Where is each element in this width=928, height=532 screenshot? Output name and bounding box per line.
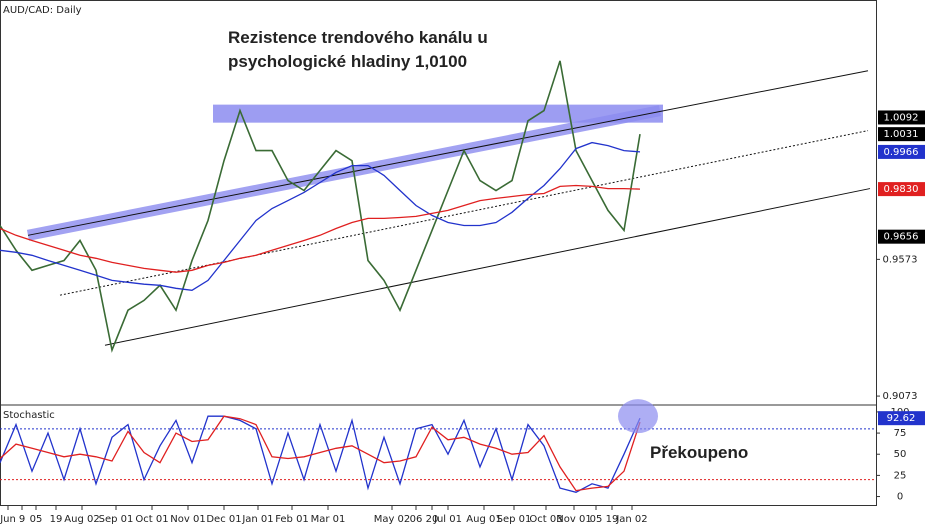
price-tag [878, 182, 925, 197]
annotation: psychologické hladiny 1,0100 [228, 52, 467, 71]
trend-line [104, 188, 871, 346]
price-tag-label: 1.0031 [884, 129, 919, 140]
x-tick-label: Oct 03 [529, 514, 562, 525]
price-tag [878, 127, 925, 142]
price-tag [878, 144, 925, 159]
price-tag-label: 1.0092 [884, 112, 919, 123]
series-line [0, 415, 641, 492]
trend-line [27, 70, 869, 236]
x-tick-label: Nov 01 [556, 514, 591, 525]
y-tick-label: 0 [897, 492, 903, 503]
price-tag-label: 0.9656 [884, 232, 919, 243]
annotation: Rezistence trendového kanálu u [228, 28, 488, 47]
highlight [618, 399, 658, 434]
x-tick-label: 9 [19, 514, 25, 525]
series-line [0, 60, 641, 353]
x-tick-label: May 02 [374, 514, 411, 525]
resistance-band [213, 104, 663, 123]
x-tick-label: 05 [30, 514, 43, 525]
x-tick-label: Jun [0, 514, 16, 525]
x-tick-label: Jan 02 [615, 514, 647, 525]
x-tick-label: Nov 01 [170, 514, 205, 525]
y-tick-label: 0.9573 [883, 254, 918, 265]
pane-title: AUD/CAD: Daily [3, 5, 82, 16]
price-tag-label: 0.9966 [884, 147, 919, 158]
x-tick-label: 19 [606, 514, 619, 525]
x-tick-label: Oct 01 [135, 514, 168, 525]
annotation: Překoupeno [650, 443, 748, 462]
x-tick-label: Sep 01 [497, 514, 532, 525]
x-tick-label: Aug 02 [64, 514, 99, 525]
y-tick-label: 25 [894, 470, 907, 481]
x-tick-label: 20 [426, 514, 439, 525]
y-tick-label: 0.9073 [883, 391, 918, 402]
x-tick-label: Sep 01 [99, 514, 134, 525]
x-tick-label: Dec 01 [206, 514, 241, 525]
price-tag-label: 0.9830 [884, 184, 919, 195]
frame [0, 0, 877, 506]
x-tick-label: Aug 01 [466, 514, 501, 525]
price-tag [878, 229, 925, 244]
x-tick-label: Feb 01 [275, 514, 309, 525]
y-tick-label: 75 [894, 428, 907, 439]
price-tag-label: 92.62 [887, 413, 916, 424]
y-tick-label: 50 [894, 449, 907, 460]
trend-line [59, 130, 869, 296]
series-line [0, 184, 641, 273]
x-tick-label: 06 [410, 514, 423, 525]
x-tick-label: Jan 01 [241, 514, 273, 525]
price-tag [878, 411, 925, 426]
x-tick-label: Mar 01 [311, 514, 346, 525]
x-tick-label: 19 [50, 514, 63, 525]
price-tag [878, 110, 925, 125]
pane-title: Stochastic [3, 410, 55, 421]
x-tick-label: Jul 01 [433, 514, 462, 525]
series-line [0, 415, 641, 493]
x-tick-label: 05 [590, 514, 603, 525]
